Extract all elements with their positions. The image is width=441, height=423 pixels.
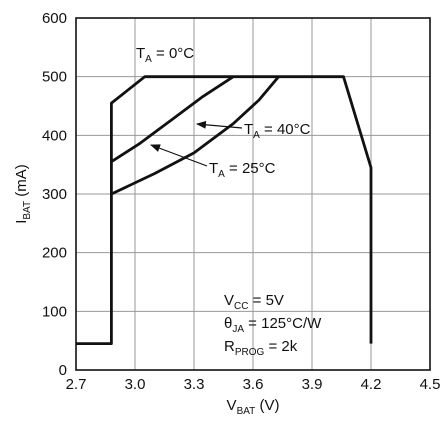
- t40-leader-arrow: [196, 120, 243, 129]
- x-tick-label: 3.9: [302, 376, 323, 393]
- series-line-25c: [110, 75, 235, 163]
- y-tick-label: 400: [42, 127, 67, 144]
- condition-rprog: RPROG = 2k: [224, 338, 298, 358]
- annotation-t25: TA = 25°C: [209, 160, 276, 180]
- x-tick-label: 3.0: [125, 376, 146, 393]
- x-tick-label: 3.3: [184, 376, 205, 393]
- y-tick-label: 600: [42, 10, 67, 27]
- series-group: [76, 75, 373, 345]
- plot-frame: [75, 17, 431, 371]
- series-line-40c: [110, 75, 280, 196]
- x-tick-label: 3.6: [243, 376, 264, 393]
- y-axis-label: IBAT (mA): [13, 164, 33, 224]
- x-tick-label: 4.5: [420, 376, 441, 393]
- x-axis-label: VBAT (V): [227, 397, 280, 417]
- series-line-0c: [76, 75, 373, 345]
- x-tick-label: 2.7: [66, 376, 87, 393]
- condition-theta-ja: θJA = 125°C/W: [224, 315, 322, 335]
- y-tick-label: 100: [42, 303, 67, 320]
- tick-labels: 2.7 3.0 3.3 3.6 3.9 4.2 4.5 0 100 200 300 400 500 600: [42, 10, 440, 393]
- condition-vcc: VCC = 5V: [224, 292, 284, 312]
- x-tick-label: 4.2: [361, 376, 382, 393]
- annotation-t40: TA = 40°C: [244, 121, 311, 141]
- t25-leader-arrow: [150, 144, 208, 167]
- y-tick-label: 200: [42, 245, 67, 262]
- annotation-t0: TA = 0°C: [136, 45, 194, 65]
- y-tick-label: 500: [42, 69, 67, 86]
- y-tick-label: 300: [42, 186, 67, 203]
- y-tick-label: 0: [59, 362, 67, 379]
